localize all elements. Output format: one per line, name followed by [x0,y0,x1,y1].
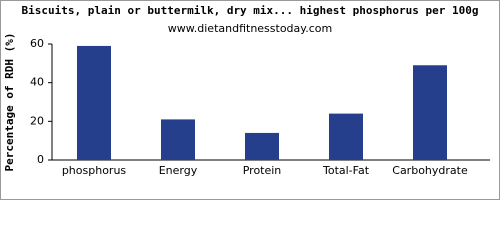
y-tick-label: 0 [37,153,44,166]
bar [77,45,111,160]
bar [161,119,195,160]
x-tick-label: Total-Fat [322,164,370,177]
y-axis-label: Percentage of RDH (%) [3,32,16,171]
x-tick-label: Protein [243,164,282,177]
x-tick-label: phosphorus [62,164,127,177]
x-tick-label: Carbohydrate [392,164,468,177]
chart-title: Biscuits, plain or buttermilk, dry mix..… [22,4,479,17]
bar [413,65,447,160]
y-tick-label: 20 [30,114,44,127]
y-tick-label: 40 [30,76,44,89]
y-tick-label: 60 [30,37,44,50]
bar [245,132,279,160]
x-tick-label: Energy [159,164,198,177]
chart-subtitle: www.dietandfitnesstoday.com [168,22,332,35]
bar [329,113,363,160]
chart: Biscuits, plain or buttermilk, dry mix..… [0,0,500,200]
